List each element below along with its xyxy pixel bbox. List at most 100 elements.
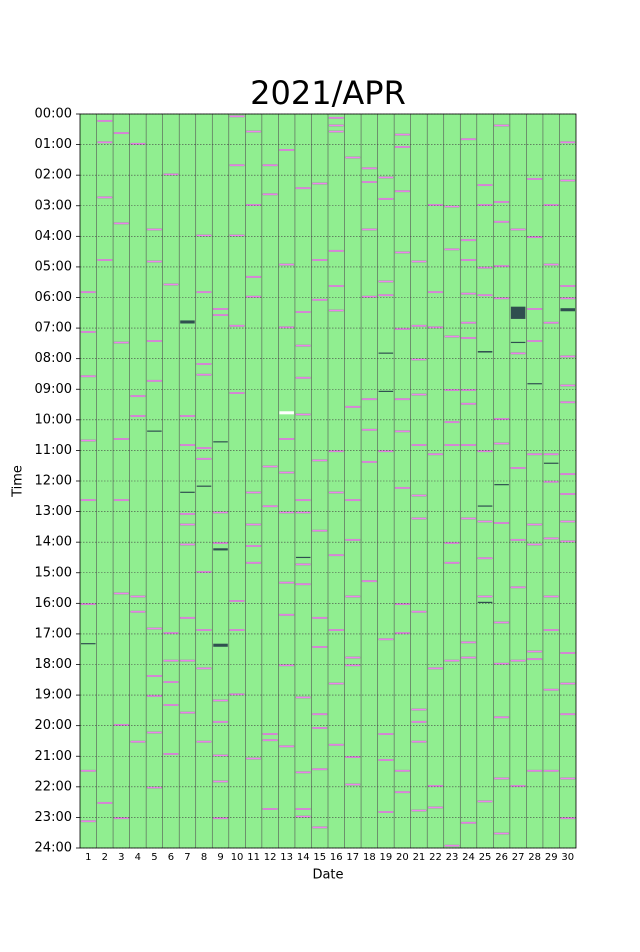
event — [560, 308, 575, 312]
event — [279, 664, 295, 667]
event — [180, 616, 195, 619]
x-tick-label: 10 — [231, 852, 244, 863]
event — [97, 801, 113, 804]
x-tick-label: 24 — [462, 852, 475, 863]
y-tick-label: 05:00 — [35, 259, 72, 274]
event — [378, 811, 394, 813]
event — [428, 806, 443, 809]
event — [113, 499, 129, 502]
event — [494, 716, 510, 719]
event — [494, 662, 510, 665]
event — [510, 228, 526, 231]
x-tick-label: 7 — [184, 852, 190, 863]
event — [378, 638, 394, 641]
event — [361, 580, 377, 583]
event — [477, 800, 493, 803]
event — [246, 523, 262, 526]
event — [279, 511, 295, 514]
event — [97, 259, 113, 261]
event — [246, 295, 262, 298]
event — [477, 557, 493, 560]
event — [560, 473, 576, 476]
event — [97, 119, 113, 122]
event — [163, 681, 179, 684]
event — [262, 733, 278, 735]
event — [394, 133, 410, 136]
x-tick-label: 13 — [280, 852, 293, 863]
y-tick-label: 14:00 — [35, 535, 72, 550]
event — [80, 769, 96, 772]
x-tick-label: 19 — [379, 852, 392, 863]
event — [262, 505, 278, 508]
x-tick-label: 17 — [346, 852, 359, 863]
event — [295, 808, 311, 810]
event — [180, 320, 195, 324]
event — [146, 675, 162, 677]
x-tick-label: 2 — [102, 852, 108, 863]
event — [229, 324, 245, 327]
event — [328, 743, 344, 746]
event — [196, 740, 212, 743]
event — [130, 610, 146, 613]
event — [411, 517, 427, 520]
y-tick-label: 11:00 — [35, 443, 72, 458]
x-tick-label: 21 — [413, 852, 426, 863]
event — [146, 786, 162, 789]
event — [163, 659, 179, 662]
event — [279, 581, 295, 584]
event — [113, 817, 129, 820]
event — [295, 583, 311, 586]
event — [527, 543, 543, 546]
event — [461, 292, 476, 295]
x-tick-label: 18 — [363, 852, 376, 863]
event — [328, 554, 344, 557]
event — [147, 430, 162, 432]
event — [494, 297, 510, 300]
event — [146, 228, 162, 231]
event — [196, 363, 212, 365]
x-tick-label: 4 — [135, 852, 141, 863]
event — [163, 704, 179, 706]
event — [180, 512, 195, 515]
event — [394, 430, 410, 433]
event — [345, 664, 361, 667]
event — [295, 771, 311, 774]
event — [510, 352, 526, 355]
event — [295, 413, 311, 416]
event — [510, 659, 526, 662]
event — [312, 713, 328, 716]
event — [213, 314, 228, 316]
event — [444, 561, 460, 564]
event — [378, 390, 394, 392]
x-tick-label: 26 — [495, 852, 508, 863]
event — [196, 457, 212, 460]
event — [444, 444, 460, 446]
event — [80, 603, 96, 606]
x-tick-label: 30 — [561, 852, 574, 863]
event — [80, 820, 96, 823]
event — [494, 621, 510, 624]
event — [510, 341, 526, 344]
event — [461, 337, 476, 339]
event — [80, 439, 96, 442]
x-tick-label: 22 — [429, 852, 442, 863]
event — [411, 324, 427, 327]
x-tick-label: 28 — [528, 852, 541, 863]
event — [361, 181, 377, 183]
event — [262, 465, 278, 468]
event — [213, 643, 228, 647]
event — [527, 383, 542, 385]
event — [378, 176, 394, 179]
event — [361, 167, 377, 170]
event — [328, 491, 344, 494]
x-tick-label: 16 — [330, 852, 343, 863]
event — [477, 520, 493, 523]
event — [180, 491, 195, 493]
event — [461, 389, 476, 391]
event — [394, 486, 410, 489]
event — [97, 141, 113, 144]
event — [494, 777, 510, 780]
event — [527, 523, 543, 526]
x-tick-label: 9 — [217, 852, 223, 863]
